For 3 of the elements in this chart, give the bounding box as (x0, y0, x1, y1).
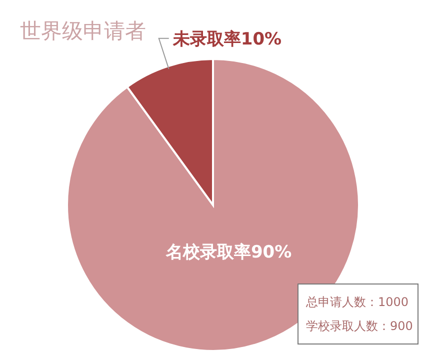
title: 世界级申请者 (20, 19, 146, 43)
annotation: 总申请人数：1000 (306, 295, 409, 309)
annotation: 学校录取人数：900 (306, 319, 413, 333)
